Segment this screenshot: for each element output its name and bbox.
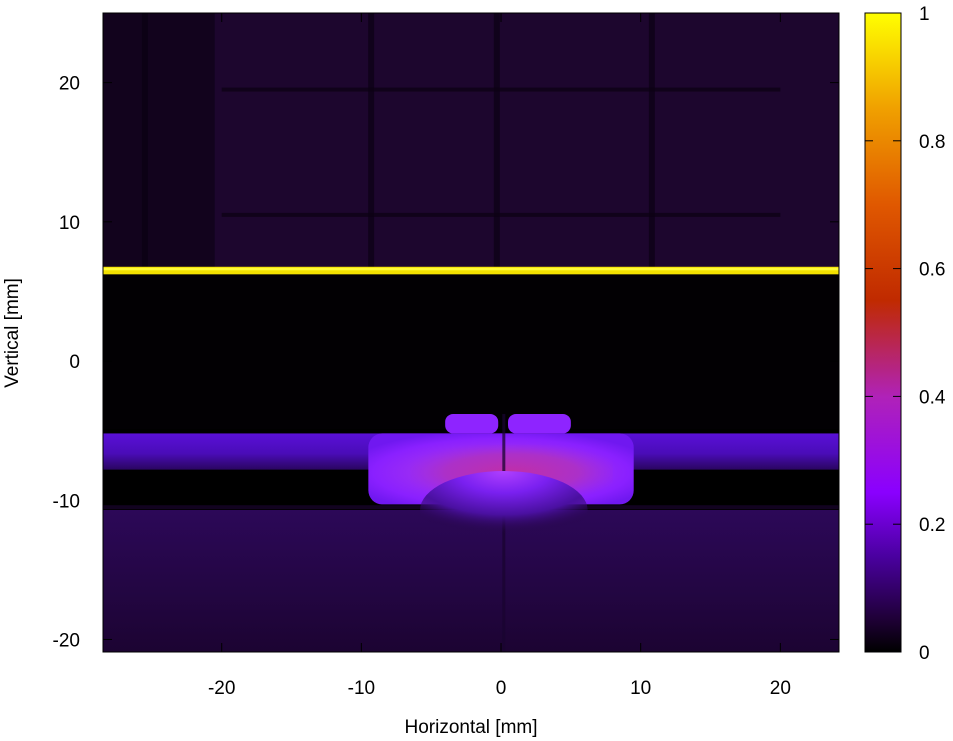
colorbar-tick-label: 1: [919, 4, 930, 25]
x-axis-ticks: -20 -10 0 10 20: [208, 13, 791, 699]
colorbar-tick-label: 0.6: [919, 260, 945, 281]
region-dark-band: [103, 273, 839, 430]
x-tick-label: 10: [630, 678, 651, 699]
shadow-vertical-2: [493, 13, 500, 268]
bright-line-highlight: [103, 267, 839, 271]
y-tick-label: 0: [69, 352, 80, 373]
y-axis-ticks: -20 -10 0 10 20: [53, 74, 839, 651]
y-tick-label: -20: [53, 630, 80, 651]
shadow-horizontal-0: [221, 87, 781, 92]
y-tick-label: 20: [59, 74, 80, 95]
shadow-left-edge: [103, 13, 215, 268]
region-top-bump-left: [445, 413, 499, 434]
plot-frame: [102, 12, 840, 653]
y-tick-label: -10: [53, 491, 80, 512]
y-axis-label: Vertical [mm]: [2, 278, 23, 388]
y-tick-label: 10: [59, 213, 80, 234]
colorbar-tick-label: 0.4: [919, 387, 946, 408]
colorbar-tick-label: 0.8: [919, 132, 945, 153]
shadow-vertical-1: [368, 13, 375, 268]
shadow-vertical-3: [648, 13, 655, 268]
colorbar-tick-label: 0: [919, 643, 930, 664]
x-axis-label: Horizontal [mm]: [404, 717, 537, 738]
region-background-top: [103, 13, 839, 268]
heatmap-image: [103, 13, 839, 652]
region-bright-line: [103, 266, 839, 275]
x-tick-label: -10: [348, 678, 375, 699]
colorbar: [864, 12, 902, 653]
colorbar-gradient: [864, 12, 902, 653]
x-tick-label: 20: [770, 678, 791, 699]
colorbar-ticks: 0 0.2 0.4 0.6 0.8 1: [865, 4, 946, 664]
region-top-bump-right: [508, 413, 571, 434]
colorbar-tick-label: 0.2: [919, 515, 945, 536]
x-tick-label: 0: [496, 678, 507, 699]
shadow-horizontal-1: [221, 212, 781, 217]
x-tick-label: -20: [208, 678, 235, 699]
region-lower-glow: [420, 471, 588, 549]
